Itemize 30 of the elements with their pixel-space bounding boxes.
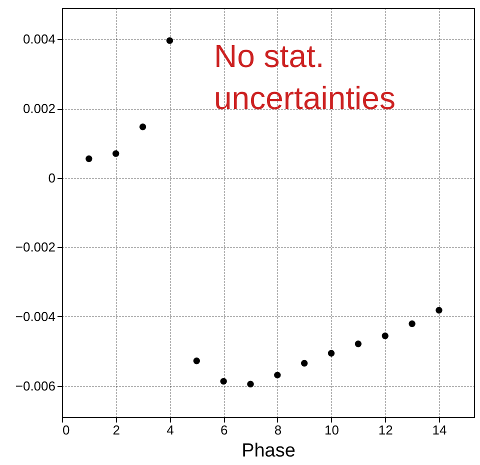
x-tick-label: 8 (274, 422, 282, 438)
y-tick-label: −0.004 (15, 308, 56, 324)
point (86, 155, 92, 162)
point (220, 378, 227, 385)
point (301, 360, 308, 367)
point (139, 124, 146, 130)
point (382, 332, 388, 340)
x-tick-label: 6 (220, 422, 228, 438)
point (436, 306, 442, 314)
point (354, 340, 362, 348)
point (408, 320, 416, 328)
y-tick-label: 0.002 (22, 101, 56, 116)
x-tick-label: 0 (62, 422, 70, 438)
y-tick-label: −0.006 (15, 378, 56, 394)
y-tick-label: 0 (48, 170, 56, 186)
point (328, 350, 335, 357)
x-tick-label: 4 (166, 422, 174, 438)
y-tick-label: 0.004 (22, 32, 56, 47)
annotation: No stat. uncertainties (214, 38, 396, 116)
x-axis-title: Phase (242, 440, 296, 462)
y-tick-label: −0.002 (15, 240, 56, 255)
x-tick-label: 10 (324, 422, 340, 438)
point (274, 372, 281, 378)
x-tick-label: 12 (378, 422, 393, 438)
point (247, 380, 254, 388)
x-tick-label: 14 (432, 422, 447, 438)
x-tick-label: 2 (112, 422, 120, 438)
point (112, 150, 120, 157)
point (166, 37, 174, 44)
point (193, 358, 200, 364)
